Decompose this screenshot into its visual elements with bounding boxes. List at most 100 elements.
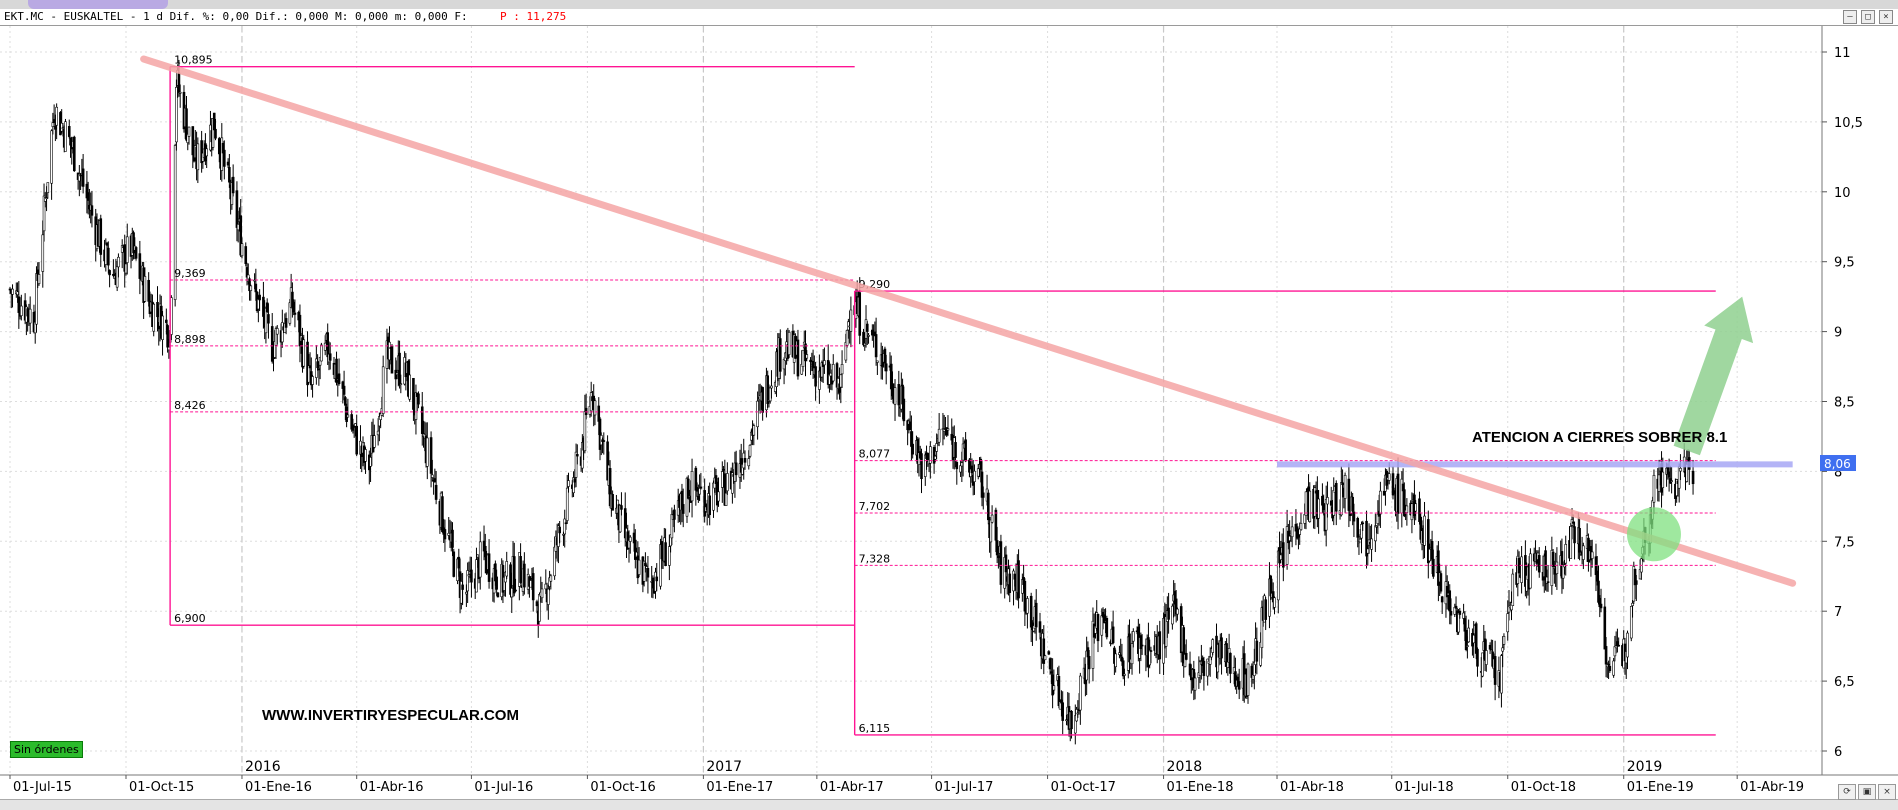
candle-body (920, 453, 923, 480)
maximize-icon[interactable]: □ (1861, 10, 1875, 24)
candle-body (1043, 655, 1047, 661)
candle-body (476, 554, 480, 558)
candle-body (452, 551, 456, 577)
candle-body (1229, 652, 1232, 674)
candle-body (1299, 523, 1303, 531)
candle-body (1290, 526, 1294, 538)
candle-body (265, 302, 269, 313)
candle-body (470, 569, 473, 583)
candle-body (28, 308, 32, 324)
candle-body (244, 246, 248, 264)
candle-body (1462, 612, 1465, 619)
candle-body (1220, 637, 1223, 659)
candle-body (173, 145, 177, 300)
candle-body (646, 568, 650, 578)
candle-body (876, 360, 879, 363)
candle-body (1631, 602, 1634, 606)
candle-body (839, 374, 843, 388)
level-label: 6,115 (859, 722, 891, 735)
target-arrow (1673, 296, 1754, 456)
candle-body (1629, 606, 1633, 639)
candle-body (1246, 663, 1250, 696)
candle-body (514, 589, 517, 592)
candle-body (217, 138, 221, 155)
candle-body (512, 556, 516, 594)
x-tick-label: 01-Abr-18 (1280, 780, 1344, 795)
candle-body (1237, 681, 1241, 690)
candle-body (1131, 631, 1135, 642)
close-icon[interactable]: × (1879, 10, 1893, 24)
candle-body (124, 263, 128, 274)
candle-body (1403, 489, 1406, 517)
year-label: 2019 (1627, 759, 1663, 775)
candle-body (756, 400, 759, 428)
candle-body (1679, 467, 1682, 472)
candle-body (1193, 677, 1197, 691)
candle-body (959, 465, 962, 473)
x-tick-label: 01-Jul-18 (1395, 780, 1454, 795)
price-chart[interactable]: 10,8959,3698,8988,4266,9009,2908,0777,70… (0, 26, 1898, 799)
candle-body (1171, 605, 1174, 625)
candle-body (1569, 526, 1573, 559)
candle-body (45, 197, 48, 200)
candle-body (1555, 561, 1559, 574)
candle-body (1034, 602, 1038, 628)
candle-body (16, 291, 19, 295)
candle-body (431, 474, 434, 478)
candle-body (1490, 649, 1493, 652)
candle-body (573, 478, 577, 483)
candle-body (1652, 475, 1656, 503)
candle-body (884, 363, 888, 372)
candle-body (809, 359, 812, 363)
candle-body (86, 192, 90, 201)
candle-body (989, 519, 993, 543)
candle-body (997, 555, 1000, 559)
candle-body (1065, 719, 1068, 722)
candle-body (191, 126, 195, 156)
candle-body (258, 294, 261, 301)
candle-body (628, 536, 632, 542)
candle-body (734, 462, 738, 476)
candle-body (346, 414, 350, 418)
save-icon[interactable]: ▣ (1858, 784, 1876, 800)
candle-body (768, 387, 772, 402)
candle-body (893, 387, 897, 405)
candle-body (787, 331, 791, 355)
candle-body (420, 406, 424, 434)
candle-body (531, 573, 535, 601)
candle-body (874, 334, 878, 358)
close-icon[interactable]: × (1878, 784, 1896, 800)
candle-body (475, 559, 478, 593)
candle-body (434, 484, 438, 500)
chart-tab[interactable] (28, 0, 168, 9)
x-tick-label: 01-Ene-19 (1627, 780, 1694, 795)
candle-body (593, 400, 597, 416)
candle-body (564, 522, 568, 525)
candle-body (970, 465, 974, 474)
candle-body (1595, 570, 1599, 582)
candle-body (351, 427, 355, 431)
candle-body (1119, 654, 1122, 657)
x-tick-label: 01-Jul-17 (935, 780, 994, 795)
candle-body (337, 373, 341, 385)
candle-body (177, 72, 181, 93)
candle-body (1466, 645, 1469, 647)
candle-body (108, 270, 111, 276)
candle-body (510, 588, 514, 598)
refresh-icon[interactable]: ⟳ (1838, 784, 1856, 800)
candle-body (147, 279, 150, 302)
candle-body (1334, 483, 1338, 512)
grid (0, 26, 1822, 775)
minimize-icon[interactable]: – (1843, 10, 1857, 24)
level-label: 8,426 (174, 399, 206, 412)
candle-body (1322, 503, 1325, 511)
candle-body (1457, 612, 1460, 633)
candle-body (466, 570, 469, 592)
candle-body (1202, 660, 1206, 676)
candle-body (1329, 500, 1333, 506)
candle-body (51, 122, 55, 127)
candle-body (1114, 653, 1117, 668)
level-label: 9,369 (174, 267, 206, 280)
candle-body (1458, 610, 1462, 615)
candle-body (673, 509, 676, 520)
